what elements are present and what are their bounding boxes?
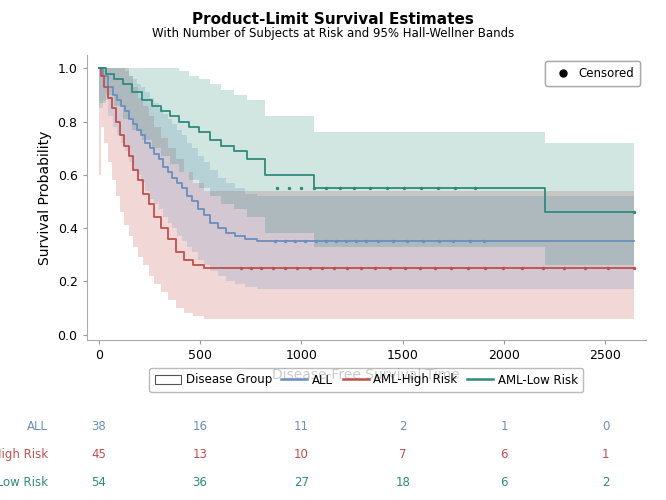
- Text: 0: 0: [602, 420, 609, 433]
- Text: 27: 27: [294, 476, 309, 489]
- Text: 7: 7: [399, 448, 406, 461]
- Text: 1: 1: [601, 448, 609, 461]
- Text: 10: 10: [294, 448, 309, 461]
- Text: 6: 6: [500, 476, 508, 489]
- Text: 2: 2: [601, 476, 609, 489]
- Text: 13: 13: [192, 448, 208, 461]
- Text: 45: 45: [91, 448, 106, 461]
- Text: 36: 36: [192, 476, 208, 489]
- Text: 11: 11: [294, 420, 309, 433]
- X-axis label: Disease-Free Survival Time: Disease-Free Survival Time: [272, 368, 460, 382]
- Text: AML-Low Risk: AML-Low Risk: [0, 476, 49, 489]
- Legend: Censored: Censored: [545, 61, 640, 86]
- Y-axis label: Survival Probability: Survival Probability: [38, 130, 52, 264]
- Text: 18: 18: [396, 476, 410, 489]
- Text: With Number of Subjects at Risk and 95% Hall-Wellner Bands: With Number of Subjects at Risk and 95% …: [152, 28, 514, 40]
- Text: 54: 54: [91, 476, 106, 489]
- Text: 38: 38: [91, 420, 106, 433]
- Text: AML-High Risk: AML-High Risk: [0, 448, 49, 461]
- Text: 16: 16: [192, 420, 208, 433]
- Text: 6: 6: [500, 448, 508, 461]
- Text: Product-Limit Survival Estimates: Product-Limit Survival Estimates: [192, 12, 474, 28]
- Legend: Disease Group, ALL, AML-High Risk, AML-Low Risk: Disease Group, ALL, AML-High Risk, AML-L…: [149, 368, 583, 392]
- Text: 2: 2: [399, 420, 406, 433]
- Text: 1: 1: [500, 420, 508, 433]
- Text: ALL: ALL: [27, 420, 49, 433]
